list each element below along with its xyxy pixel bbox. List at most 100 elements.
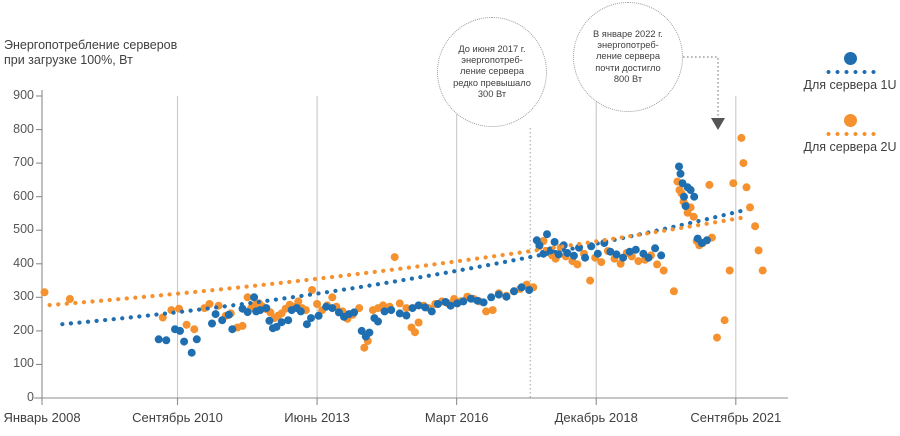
scatter-point <box>625 247 634 256</box>
scatter-point <box>751 222 760 231</box>
y-axis-label: 600 <box>13 188 34 203</box>
scatter-point <box>502 292 511 301</box>
scatter-point <box>453 299 462 308</box>
scatter-point <box>308 286 316 294</box>
x-axis-label: Декабрь 2018 <box>554 410 638 425</box>
scatter-point <box>446 301 455 310</box>
scatter-point <box>302 320 311 329</box>
scatter-point <box>459 297 468 306</box>
scatter-point <box>690 192 699 201</box>
scatter-point <box>284 316 293 325</box>
trendline-1u <box>60 207 750 327</box>
annotation-callout-2022-text: В январе 2022 г. энергопотреб- ление сер… <box>593 28 663 84</box>
scatter-point <box>675 162 683 171</box>
scatter-point <box>482 307 491 316</box>
scatter-point <box>250 293 259 302</box>
scatter-point <box>539 249 548 258</box>
scatter-point <box>265 316 274 325</box>
scatter-point <box>543 230 551 239</box>
scatter-point <box>742 183 751 192</box>
scatter-point <box>535 241 544 250</box>
scatter-point <box>612 250 621 259</box>
scatter-point <box>659 266 668 275</box>
y-axis-label: 400 <box>13 255 34 270</box>
scatter-point <box>365 328 374 337</box>
scatter-point <box>631 245 640 254</box>
scatter-point <box>294 297 303 306</box>
annotation-callout-2017-text: До июня 2017 г. энергопотреб- ление серв… <box>453 43 531 99</box>
scatter-point <box>328 293 337 302</box>
scatter-point <box>208 319 216 328</box>
y-axis-label: 900 <box>13 88 34 102</box>
legend-item-2u[interactable]: Для сервера 2U <box>800 114 900 154</box>
scatter-point <box>414 318 423 327</box>
annotation-callout-2017: До июня 2017 г. энергопотреб- ление серв… <box>437 17 547 127</box>
legend-item-1u[interactable]: Для сервера 1U <box>800 52 900 92</box>
scatter-point <box>680 192 688 201</box>
scatter-point <box>238 321 247 330</box>
scatter-point <box>725 266 734 275</box>
scatter-point <box>433 300 442 308</box>
scatter-point <box>180 337 189 346</box>
scatter-point <box>569 251 578 260</box>
scatter-point <box>421 303 430 312</box>
scatter-point <box>322 302 331 311</box>
scatter-point <box>729 179 738 188</box>
trendline-2u <box>47 214 750 308</box>
scatter-point <box>669 287 678 296</box>
scatter-point <box>593 249 602 258</box>
scatter-point <box>705 180 714 189</box>
scatter-point <box>573 260 582 269</box>
legend-marker-2u-icon <box>843 114 857 127</box>
scatter-point <box>360 343 369 352</box>
scatter-point <box>182 320 191 329</box>
scatter-point <box>689 212 698 221</box>
annotation-leader-2022 <box>679 56 719 118</box>
scatter-point <box>651 244 660 253</box>
scatter-point <box>243 293 252 302</box>
scatter-point <box>243 308 252 317</box>
annotation-callout-2022: В январе 2022 г. энергопотреб- ление сер… <box>573 2 683 112</box>
legend-trendline-2u-icon <box>824 132 876 136</box>
scatter-point <box>314 311 323 320</box>
scatter-point <box>205 300 214 308</box>
scatter-point <box>307 314 315 323</box>
scatter-point <box>176 326 184 335</box>
scatter-point <box>402 311 411 320</box>
scatter-point <box>616 259 625 268</box>
scatter-point <box>494 290 503 299</box>
scatter-point <box>187 348 196 357</box>
y-axis-label: 0 <box>27 390 34 404</box>
y-axis-label: 200 <box>13 322 34 337</box>
scatter-point <box>402 304 411 313</box>
scatter-point <box>657 251 666 260</box>
chart-title: Энергопотребление серверов при загрузке … <box>4 38 178 67</box>
scatter-point <box>525 286 534 294</box>
legend-marker-1u-icon <box>843 52 857 65</box>
scatter-point <box>277 318 286 327</box>
scatter-point <box>224 310 233 319</box>
scatter-point <box>162 336 171 345</box>
scatter-point <box>414 301 423 310</box>
scatter-point <box>192 335 201 344</box>
scatter-point <box>653 260 662 269</box>
scatter-point <box>581 253 590 262</box>
legend-label-1u: Для сервера 1U <box>803 78 897 92</box>
scatter-point <box>218 316 227 325</box>
scatter-point <box>411 328 419 337</box>
scatter-point <box>40 288 49 297</box>
scatter-point <box>473 296 482 305</box>
scatter-point <box>296 307 305 316</box>
scatter-series-2u <box>40 133 767 352</box>
scatter-point <box>379 301 388 310</box>
scatter-point <box>190 325 199 334</box>
scatter-point <box>262 304 271 313</box>
scatter-point <box>350 308 359 317</box>
scatter-point <box>408 304 417 313</box>
scatter-point <box>65 295 74 303</box>
scatter-point <box>720 316 729 325</box>
scatter-point <box>357 326 366 335</box>
x-axis-label: Сентябрь 2021 <box>690 410 782 425</box>
